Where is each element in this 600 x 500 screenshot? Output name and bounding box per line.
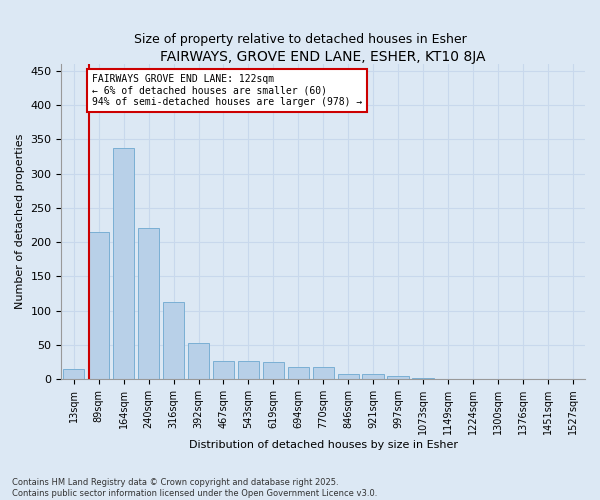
Bar [238, 362, 259, 379]
Bar [263, 362, 284, 379]
Y-axis label: Number of detached properties: Number of detached properties [15, 134, 25, 309]
Bar [88, 232, 109, 379]
Bar [213, 360, 234, 379]
X-axis label: Distribution of detached houses by size in Esher: Distribution of detached houses by size … [189, 440, 458, 450]
Bar [388, 376, 409, 379]
Bar [412, 378, 434, 379]
Text: Size of property relative to detached houses in Esher: Size of property relative to detached ho… [134, 32, 466, 46]
Text: Contains HM Land Registry data © Crown copyright and database right 2025.
Contai: Contains HM Land Registry data © Crown c… [12, 478, 377, 498]
Text: FAIRWAYS GROVE END LANE: 122sqm
← 6% of detached houses are smaller (60)
94% of : FAIRWAYS GROVE END LANE: 122sqm ← 6% of … [92, 74, 362, 108]
Bar [63, 369, 85, 379]
Bar [313, 367, 334, 379]
Bar [163, 302, 184, 379]
Bar [338, 374, 359, 379]
Bar [362, 374, 383, 379]
Bar [287, 367, 309, 379]
Bar [188, 343, 209, 379]
Title: FAIRWAYS, GROVE END LANE, ESHER, KT10 8JA: FAIRWAYS, GROVE END LANE, ESHER, KT10 8J… [160, 50, 486, 64]
Bar [113, 148, 134, 379]
Bar [138, 228, 159, 379]
